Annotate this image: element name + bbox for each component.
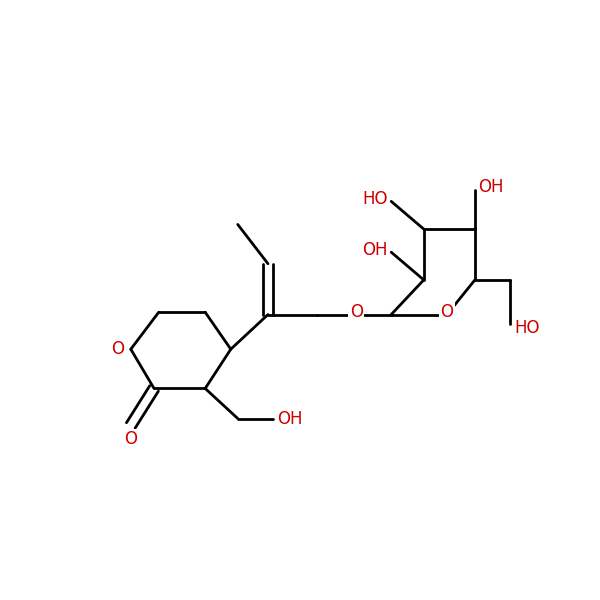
Text: HO: HO	[514, 319, 540, 337]
Text: OH: OH	[362, 241, 388, 259]
Text: O: O	[440, 303, 454, 321]
Text: HO: HO	[362, 190, 388, 208]
Text: OH: OH	[278, 409, 303, 427]
Text: O: O	[350, 303, 363, 321]
Text: OH: OH	[478, 179, 504, 196]
Text: O: O	[111, 340, 124, 358]
Text: O: O	[124, 430, 137, 448]
